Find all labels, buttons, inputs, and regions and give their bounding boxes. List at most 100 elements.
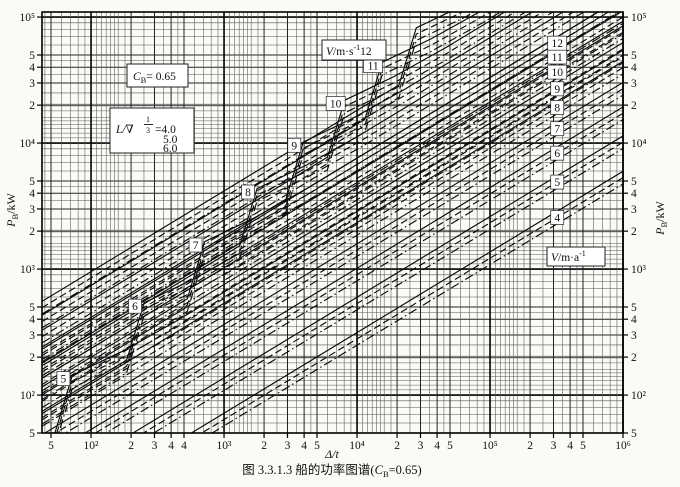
x-tick-label: 10⁶ [615,440,631,452]
x-tick-label: 2 [394,440,400,452]
curve-b-8-lv4 [42,60,623,415]
slenderness-value-1: =4.0 [155,124,176,136]
family-a-unit: /m·s [333,46,354,58]
curve-a-12-lv4 [42,12,451,302]
curve-a-11-lv5 [42,12,492,322]
family-a-speed-12-label: 12 [360,46,372,58]
y-tick-label-left: 4 [29,314,35,326]
curve-b-9-lv5 [42,48,623,402]
plot-border [41,11,624,434]
curve-label-a-7-box [188,237,203,253]
svg-text:CB= 0.65: CB= 0.65 [133,71,176,85]
curve-b-4-lv4 [190,170,623,433]
curve-a-6-lv6 [42,33,623,425]
curve-label-a-8-box [241,184,255,200]
y-tick-label-right: 3 [631,204,637,216]
curve-a-10-lv5 [42,12,517,338]
curve-a-11-lv6 [42,12,502,329]
curve-b-7-lv6 [64,94,623,433]
y-tick-label-left: 2 [29,100,35,112]
y-tick-label-right: 2 [631,352,637,364]
curve-b-4-lv6 [211,183,623,433]
svg-text:V/m·s-112: V/m·s-112 [326,43,372,58]
curve-labels: 5 6 7 8 9 10 11 4 5 6 7 8 9 10 11 12 [56,35,568,386]
slenderness-value-2: 5.0 [163,134,178,146]
y-tick-label-left: 2 [29,226,35,238]
family-a-exponent: -1 [353,43,360,52]
curve-label-b-12: 12 [551,38,563,50]
curve-b-10-lv5 [42,31,623,385]
slenderness-exp-numerator: 1 [146,115,150,124]
curve-label-b-5-box [550,174,565,190]
curve-a-5-lv4 [52,49,623,433]
y-tick-label-right: 5 [631,50,637,62]
y-tick-label-left: 10³ [20,264,36,276]
caption-cb-sub: B [383,469,389,479]
curve-b-5-lv4 [131,135,623,433]
x-tick-label: 2 [128,440,134,452]
cb-value: = 0.65 [146,71,176,83]
y-axis-title-left: PB/kW [4,192,20,227]
x-tick-label: 2 [527,440,533,452]
family-b-exponent: -1 [579,249,586,258]
curve-label-b-4-box [550,210,565,225]
curve-fan [42,12,623,433]
caption-suffix: =0.65) [389,463,422,477]
family-b-symbol: V [551,252,560,264]
y-tick-label-right: 10³ [631,264,647,276]
y-title-unit-right: /kW [653,200,667,221]
curve-label-b-7-box [550,121,565,137]
x-tick-label: 3 [418,440,424,452]
curve-b-6-lv4 [84,106,623,433]
block-coefficient-box: CB= 0.65 [126,63,189,88]
y-tick-label-left: 5 [29,302,35,314]
x-axis-title: Δ/t [324,447,339,461]
curve-label-a-11: 11 [368,61,379,73]
y-title-unit-left: /kW [4,192,18,213]
slenderness-box: L/∇ 1 3 =4.0 5.0 6.0 [109,107,195,155]
y-tick-label-right: 10² [631,390,647,402]
y-tick-label-right: 4 [631,62,637,74]
y-tick-label-left: 3 [29,78,35,90]
y-tick-label-left: 5 [29,176,35,188]
x-tick-label: 5 [314,440,320,452]
curve-a-12-lv5 [42,12,464,309]
x-tick-label: 4 [301,440,307,452]
curve-b-5-lv6 [152,148,623,433]
curve-b-6-lv6 [104,119,623,433]
x-tick-label: 5 [48,440,54,452]
curve-label-a-6: 6 [132,301,138,313]
y-tick-label-left: 3 [29,330,35,342]
y-tick-label-left: 4 [29,188,35,200]
x-tick-label: 3 [285,440,291,452]
caption-text: 图 3.3.1.3 船的功率图谱( [242,462,374,477]
x-tick-label: 5 [447,440,453,452]
caption-cb-symbol: C [375,463,384,477]
curve-b-5-lv5 [142,141,623,433]
curve-label-b-8-box [550,100,565,115]
slenderness-exp-denominator: 3 [146,126,150,135]
x-tick-label: 10⁴ [349,440,365,452]
x-tick-label: 10³ [217,440,233,452]
y-tick-label-left: 10² [20,390,36,402]
y-title-sub-right: B [659,222,669,228]
x-tick-label: 3 [551,440,557,452]
y-tick-label-right: 2 [631,100,637,112]
y-tick-label-right: 4 [631,314,637,326]
cb-subscript: B [141,75,147,85]
curve-label-b-6: 6 [554,148,560,160]
y-tick-label-left: 2 [29,352,35,364]
x-tick-label: 5 [580,440,586,452]
curve-label-a-8: 8 [245,187,251,199]
x-tick-label: 10⁵ [482,440,498,452]
curve-label-b-12-box [547,35,568,51]
y-tick-label-right: 4 [631,188,637,200]
curve-label-a-6-box [128,298,142,314]
curve-b-6-lv5 [94,112,623,433]
curve-a-10-lv4 [42,12,506,331]
curve-a-9-lv6 [42,12,555,361]
y-tick-label-right: 3 [631,330,637,342]
curve-label-b-4: 4 [554,213,560,225]
slenderness-value-3: 6.0 [163,143,178,155]
curve-b-10-lv4 [42,25,623,379]
